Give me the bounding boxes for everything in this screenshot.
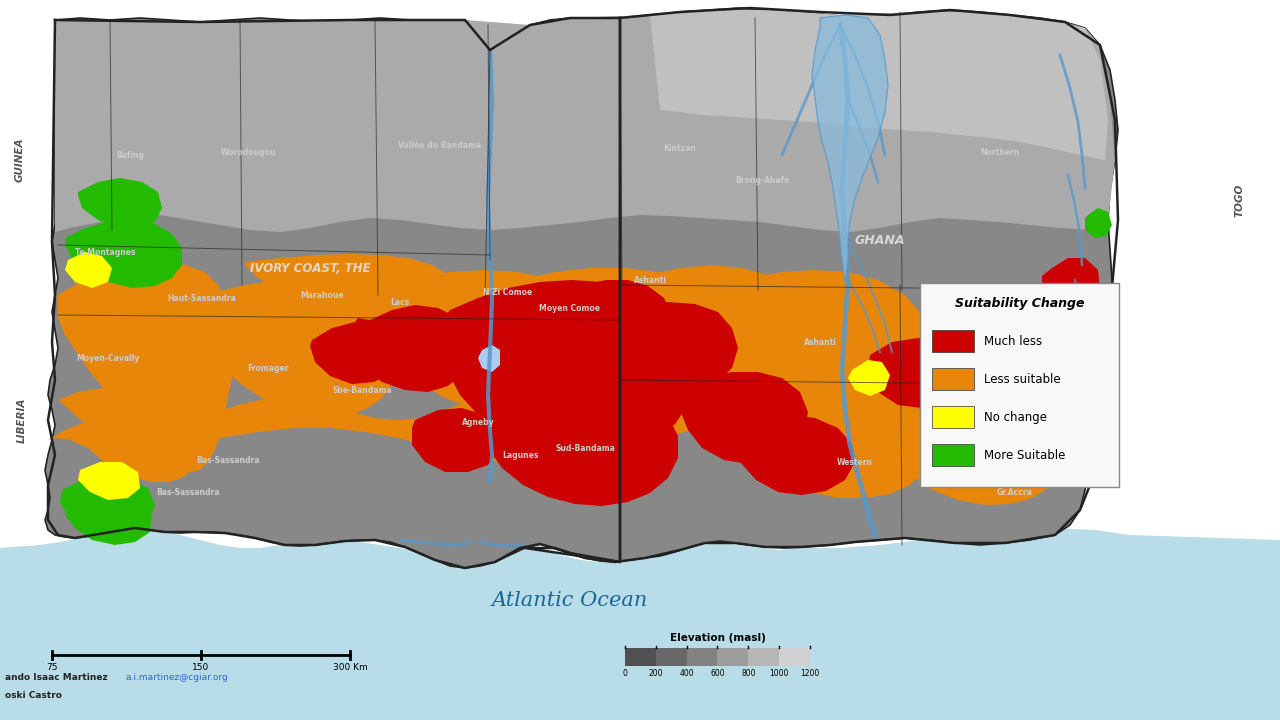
- Polygon shape: [310, 322, 399, 384]
- Polygon shape: [477, 345, 500, 372]
- Polygon shape: [847, 360, 890, 396]
- Text: Ashanti: Ashanti: [804, 338, 836, 346]
- Text: LIBERIA: LIBERIA: [17, 397, 27, 443]
- Polygon shape: [553, 280, 672, 370]
- Polygon shape: [735, 415, 855, 495]
- Text: Northern: Northern: [980, 148, 1020, 156]
- Text: Vallée du Bandama: Vallée du Bandama: [398, 140, 481, 150]
- Bar: [932, 444, 974, 466]
- Polygon shape: [1085, 208, 1112, 238]
- Text: 800: 800: [741, 669, 755, 678]
- Bar: [932, 406, 974, 428]
- Text: Moyen-Cavally: Moyen-Cavally: [77, 354, 140, 362]
- Text: Sud-Bandama: Sud-Bandama: [556, 444, 614, 452]
- Text: Sbe-Bandama: Sbe-Bandama: [333, 385, 392, 395]
- Text: 0: 0: [622, 669, 627, 678]
- Polygon shape: [60, 475, 155, 535]
- Polygon shape: [868, 338, 968, 408]
- Bar: [749, 648, 780, 666]
- Text: 150: 150: [192, 663, 210, 672]
- Polygon shape: [65, 252, 113, 288]
- Text: 1000: 1000: [769, 669, 788, 678]
- Text: 400: 400: [680, 669, 694, 678]
- Polygon shape: [1042, 258, 1100, 312]
- Polygon shape: [650, 10, 1108, 160]
- Polygon shape: [412, 408, 500, 472]
- Text: Central: Central: [959, 454, 991, 462]
- Polygon shape: [349, 270, 608, 416]
- Text: Te Montagnes: Te Montagnes: [74, 248, 136, 256]
- Text: Bas-Sassandra: Bas-Sassandra: [196, 456, 260, 464]
- Polygon shape: [180, 398, 562, 468]
- Text: IVORY COAST, THE: IVORY COAST, THE: [250, 261, 370, 274]
- Bar: [932, 330, 974, 352]
- Polygon shape: [680, 372, 808, 464]
- Polygon shape: [78, 462, 140, 500]
- Text: Bas-Sassandra: Bas-Sassandra: [156, 487, 220, 497]
- Text: Gr.Accra: Gr.Accra: [997, 487, 1033, 497]
- Text: Suitability Change: Suitability Change: [955, 297, 1084, 310]
- Text: 200: 200: [649, 669, 663, 678]
- Text: 300 Km: 300 Km: [333, 663, 367, 672]
- Polygon shape: [244, 254, 462, 355]
- Text: Lacs: Lacs: [390, 297, 410, 307]
- Bar: [686, 648, 718, 666]
- Text: Volta: Volta: [1069, 325, 1091, 335]
- Text: Marahoue: Marahoue: [301, 290, 344, 300]
- Text: Fromager: Fromager: [247, 364, 289, 372]
- Text: GUINEA: GUINEA: [15, 138, 26, 182]
- Text: Bafing: Bafing: [116, 150, 145, 160]
- Text: a.i.martinez@cgiar.org: a.i.martinez@cgiar.org: [125, 673, 228, 683]
- Bar: [932, 368, 974, 390]
- Polygon shape: [49, 418, 198, 482]
- Polygon shape: [348, 305, 472, 392]
- Polygon shape: [888, 326, 1044, 424]
- Text: Lagunes: Lagunes: [502, 451, 538, 459]
- Polygon shape: [616, 265, 818, 420]
- Text: Elevation (masl): Elevation (masl): [669, 633, 765, 643]
- Text: Kintzan: Kintzan: [663, 143, 696, 153]
- Text: 600: 600: [710, 669, 724, 678]
- Polygon shape: [1010, 385, 1059, 426]
- Text: 75: 75: [46, 663, 58, 672]
- Bar: [780, 648, 810, 666]
- Text: oski Castro: oski Castro: [5, 690, 61, 700]
- Text: Much less: Much less: [984, 335, 1042, 348]
- Text: Agneby: Agneby: [462, 418, 494, 426]
- FancyBboxPatch shape: [920, 283, 1119, 487]
- Text: More Suitable: More Suitable: [984, 449, 1065, 462]
- Polygon shape: [0, 528, 1280, 720]
- Text: GHANA: GHANA: [855, 233, 905, 246]
- Polygon shape: [78, 178, 163, 228]
- Polygon shape: [963, 362, 1005, 400]
- Text: Brong-Ahafo: Brong-Ahafo: [735, 176, 790, 184]
- Polygon shape: [55, 10, 1115, 232]
- Text: Eastern: Eastern: [972, 351, 1005, 359]
- Text: Worodougou: Worodougou: [220, 148, 275, 156]
- Text: Atlantic Ocean: Atlantic Ocean: [492, 590, 648, 610]
- Polygon shape: [490, 268, 745, 438]
- Polygon shape: [1002, 338, 1056, 384]
- Polygon shape: [58, 388, 188, 462]
- Text: TOGO: TOGO: [1235, 184, 1245, 217]
- Polygon shape: [812, 15, 888, 282]
- Polygon shape: [611, 302, 739, 392]
- Text: Moyen Comoe: Moyen Comoe: [539, 304, 600, 312]
- Text: N'Zi Comoe: N'Zi Comoe: [484, 287, 532, 297]
- Polygon shape: [945, 390, 1052, 468]
- Text: ando Isaac Martinez: ando Isaac Martinez: [5, 673, 108, 683]
- Polygon shape: [65, 498, 152, 545]
- Text: 1200: 1200: [800, 669, 819, 678]
- Polygon shape: [65, 220, 182, 288]
- Text: Haut-Sassandra: Haut-Sassandra: [168, 294, 237, 302]
- Bar: [625, 648, 655, 666]
- Text: Less suitable: Less suitable: [984, 372, 1061, 385]
- Polygon shape: [695, 270, 934, 432]
- Polygon shape: [480, 386, 678, 506]
- Text: Western: Western: [837, 457, 873, 467]
- Polygon shape: [58, 262, 236, 472]
- Text: No change: No change: [984, 410, 1047, 423]
- Polygon shape: [440, 280, 695, 455]
- Polygon shape: [189, 278, 399, 418]
